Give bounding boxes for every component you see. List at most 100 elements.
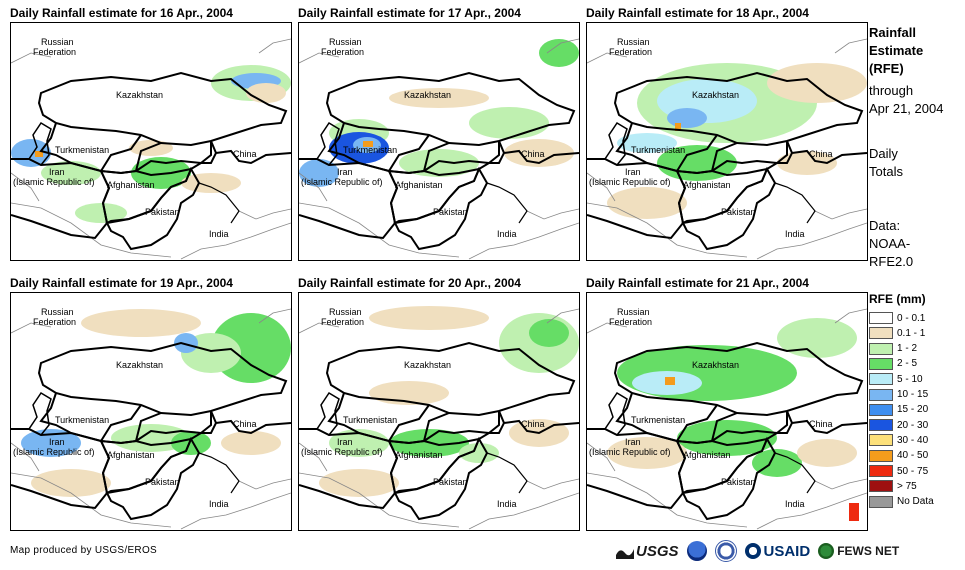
side-daily-1: Daily — [869, 146, 898, 161]
rainfall-map: Russian Federation Kazakhstan Turkmenist… — [298, 292, 580, 531]
legend-item: 1 - 2 — [869, 342, 917, 356]
legend-swatch — [869, 373, 893, 386]
legend-label: No Data — [897, 496, 934, 508]
label-afghanistan: Afghanistan — [683, 180, 731, 190]
label-kazakhstan: Kazakhstan — [116, 360, 163, 370]
label-china: China — [809, 419, 833, 429]
label-afghanistan: Afghanistan — [395, 180, 443, 190]
legend-item: 0.1 - 1 — [869, 326, 925, 340]
legend-label: 10 - 15 — [897, 389, 929, 400]
logo-bar: USGS USAID FEWS NET — [616, 538, 899, 564]
rainfall-fill — [607, 318, 859, 521]
label-iran-1: Iran — [337, 437, 353, 447]
label-kazakhstan: Kazakhstan — [116, 90, 163, 100]
legend-item: > 75 — [869, 479, 917, 493]
fews-logo: FEWS NET — [818, 543, 899, 559]
label-iran-1: Iran — [625, 437, 641, 447]
label-iran-2: (Islamic Republic of) — [589, 177, 671, 187]
label-turkmenistan: Turkmenistan — [631, 145, 685, 155]
side-date: Apr 21, 2004 — [869, 101, 944, 116]
map-credit: Map produced by USGS/EROS — [10, 545, 158, 556]
label-russia-2: Federation — [33, 317, 76, 327]
legend-item: 2 - 5 — [869, 357, 917, 371]
legend-label: 2 - 5 — [897, 358, 918, 370]
label-india: India — [209, 229, 229, 239]
country-labels: Russian Federation Kazakhstan Turkmenist… — [589, 37, 833, 239]
legend-label: 20 - 30 — [897, 419, 929, 431]
legend-item: 50 - 75 — [869, 464, 928, 478]
label-iran-2: (Islamic Republic of) — [13, 177, 95, 187]
legend-item: 30 - 40 — [869, 433, 928, 447]
usaid-logo-text: USAID — [763, 542, 811, 560]
legend-item: 10 - 15 — [869, 388, 928, 402]
label-india: India — [497, 229, 517, 239]
side-title-3: (RFE) — [869, 61, 904, 76]
usaid-seal-icon — [744, 543, 761, 559]
panel-title: Daily Rainfall estimate for 20 Apr., 200… — [298, 276, 521, 290]
label-pakistan: Pakistan — [433, 477, 468, 487]
label-india: India — [785, 229, 805, 239]
label-pakistan: Pakistan — [145, 207, 180, 217]
label-afghanistan: Afghanistan — [107, 180, 155, 190]
label-turkmenistan: Turkmenistan — [343, 145, 397, 155]
legend-label: 50 - 75 — [897, 465, 929, 477]
label-india: India — [209, 499, 229, 509]
label-pakistan: Pakistan — [721, 207, 756, 217]
legend-item: 0 - 0.1 — [869, 311, 925, 325]
legend-swatch — [869, 480, 893, 493]
label-iran-2: (Islamic Republic of) — [301, 177, 383, 187]
rainfall-map: Russian Federation Kazakhstan Turkmenist… — [586, 292, 868, 531]
legend-label: 30 - 40 — [897, 434, 929, 446]
panel-title: Daily Rainfall estimate for 16 Apr., 200… — [10, 6, 233, 20]
panel-title: Daily Rainfall estimate for 19 Apr., 200… — [10, 276, 233, 290]
legend-swatch — [869, 388, 893, 401]
legend-label: 40 - 50 — [897, 450, 929, 462]
legend-swatch — [869, 495, 893, 508]
rainfall-fill — [21, 309, 291, 497]
legend-swatch — [869, 312, 893, 324]
country-labels: Russian Federation Kazakhstan Turkmenist… — [301, 37, 545, 239]
side-data-3: RFE2.0 — [869, 254, 914, 269]
label-iran-2: (Islamic Republic of) — [301, 447, 383, 457]
label-russia-1: Russian — [41, 307, 74, 317]
globe-icon — [818, 543, 835, 559]
legend-label: 0.1 - 1 — [897, 327, 926, 339]
usgs-logo: USGS — [616, 543, 679, 560]
country-labels: Russian Federation Kazakhstan Turkmenist… — [13, 37, 257, 239]
legend-item: 15 - 20 — [869, 403, 928, 417]
usgs-wave-icon — [616, 549, 634, 559]
legend-swatch — [869, 403, 893, 416]
side-title-2: Estimate — [869, 43, 924, 58]
legend-label: 5 - 10 — [897, 373, 923, 385]
rainfall-map: Russian Federation Kazakhstan Turkmenist… — [10, 292, 292, 531]
label-pakistan: Pakistan — [145, 477, 180, 487]
label-iran-1: Iran — [337, 167, 353, 177]
panel-title: Daily Rainfall estimate for 17 Apr., 200… — [298, 6, 521, 20]
panel-title: Daily Rainfall estimate for 21 Apr., 200… — [586, 276, 809, 290]
label-russia-2: Federation — [609, 317, 652, 327]
side-data-1: Data: — [869, 218, 901, 233]
label-russia-2: Federation — [609, 47, 652, 57]
legend-swatch — [869, 419, 893, 432]
label-pakistan: Pakistan — [433, 207, 468, 217]
label-india: India — [785, 499, 805, 509]
label-iran-1: Iran — [49, 167, 65, 177]
label-russia-1: Russian — [329, 37, 362, 47]
label-turkmenistan: Turkmenistan — [55, 415, 109, 425]
label-russia-1: Russian — [617, 37, 650, 47]
label-china: China — [233, 149, 257, 159]
label-pakistan: Pakistan — [721, 477, 756, 487]
legend-item: 20 - 30 — [869, 418, 928, 432]
label-kazakhstan: Kazakhstan — [404, 90, 451, 100]
side-data-2: NOAA- — [869, 236, 911, 251]
label-iran-2: (Islamic Republic of) — [589, 447, 671, 457]
label-china: China — [809, 149, 833, 159]
country-labels: Russian Federation Kazakhstan Turkmenist… — [589, 307, 833, 509]
legend-swatch — [869, 434, 893, 447]
legend-label: 0 - 0.1 — [897, 312, 926, 324]
legend-item: No Data — [869, 495, 934, 509]
noaa-logo-icon — [686, 541, 707, 561]
label-russia-1: Russian — [41, 37, 74, 47]
side-through: through — [869, 83, 914, 98]
legend-swatch — [869, 449, 893, 462]
